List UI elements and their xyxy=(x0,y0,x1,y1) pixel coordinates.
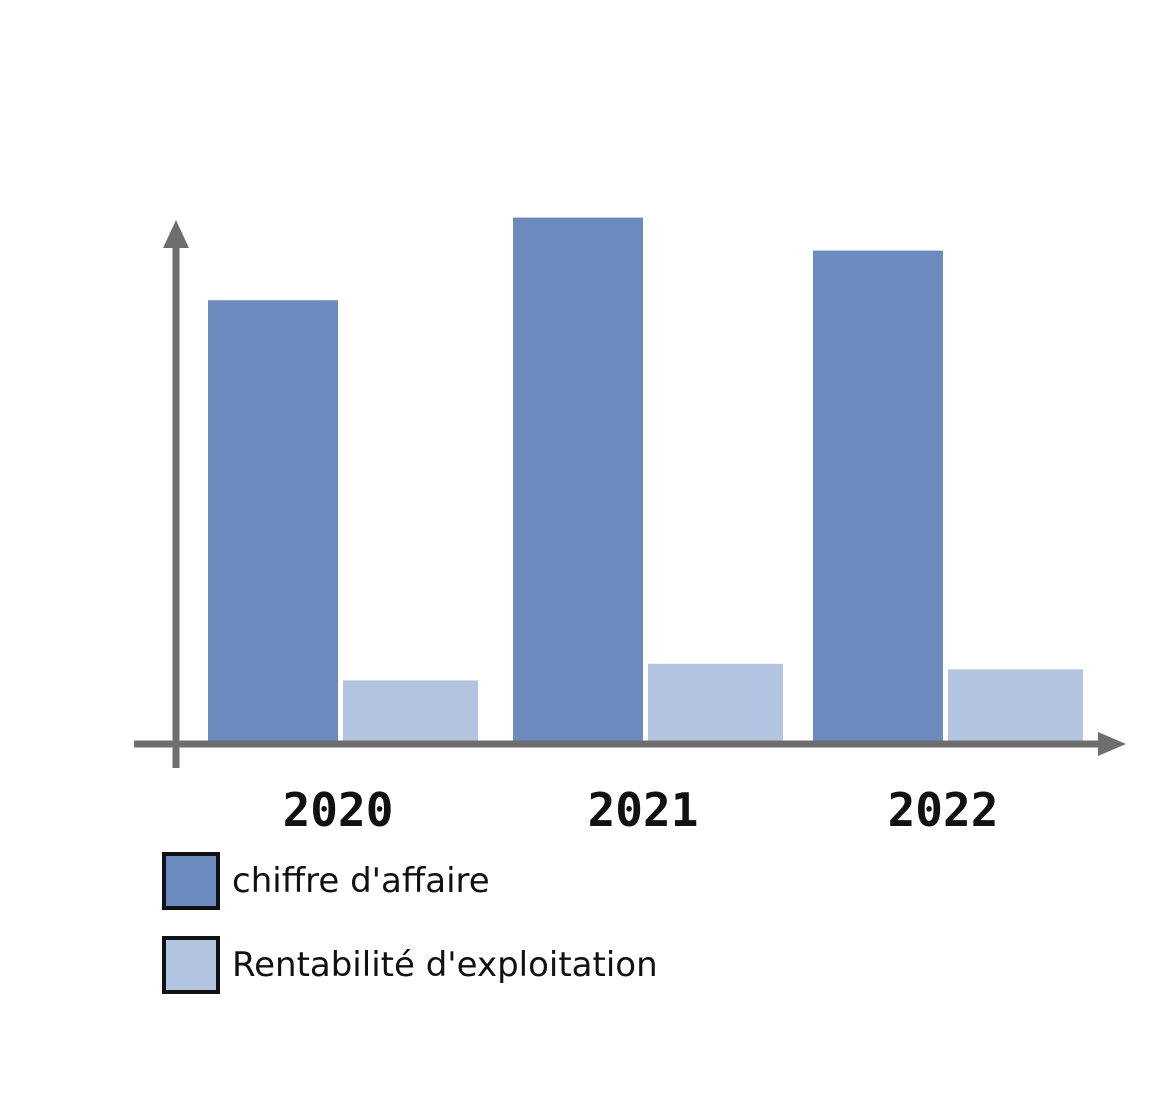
legend-item-revenue: chiffre d'affaire xyxy=(162,848,658,914)
bar-2022-series-1 xyxy=(948,669,1083,741)
x-axis-arrow xyxy=(1098,732,1126,756)
legend-item-profitability: Rentabilité d'exploitation xyxy=(162,932,658,998)
bar-2020-series-0 xyxy=(208,300,338,741)
bar-2020-series-1 xyxy=(343,680,478,741)
legend: chiffre d'affaire Rentabilité d'exploita… xyxy=(162,848,658,1016)
legend-label-profitability: Rentabilité d'exploitation xyxy=(232,945,658,985)
x-tick-labels: 2020 2021 2022 xyxy=(283,783,999,837)
x-tick-label-2020: 2020 xyxy=(283,783,394,837)
bar-chart: 2020 2021 2022 xyxy=(134,217,1126,837)
bars-group xyxy=(208,217,1083,742)
legend-label-revenue: chiffre d'affaire xyxy=(232,861,490,901)
legend-swatch-revenue xyxy=(162,852,220,910)
y-axis-arrow xyxy=(163,220,189,248)
bar-2021-series-0 xyxy=(513,217,643,742)
legend-swatch-profitability xyxy=(162,936,220,994)
bar-2022-series-0 xyxy=(813,250,943,742)
bar-2021-series-1 xyxy=(648,663,783,741)
x-tick-label-2022: 2022 xyxy=(888,783,999,837)
x-tick-label-2021: 2021 xyxy=(588,783,699,837)
